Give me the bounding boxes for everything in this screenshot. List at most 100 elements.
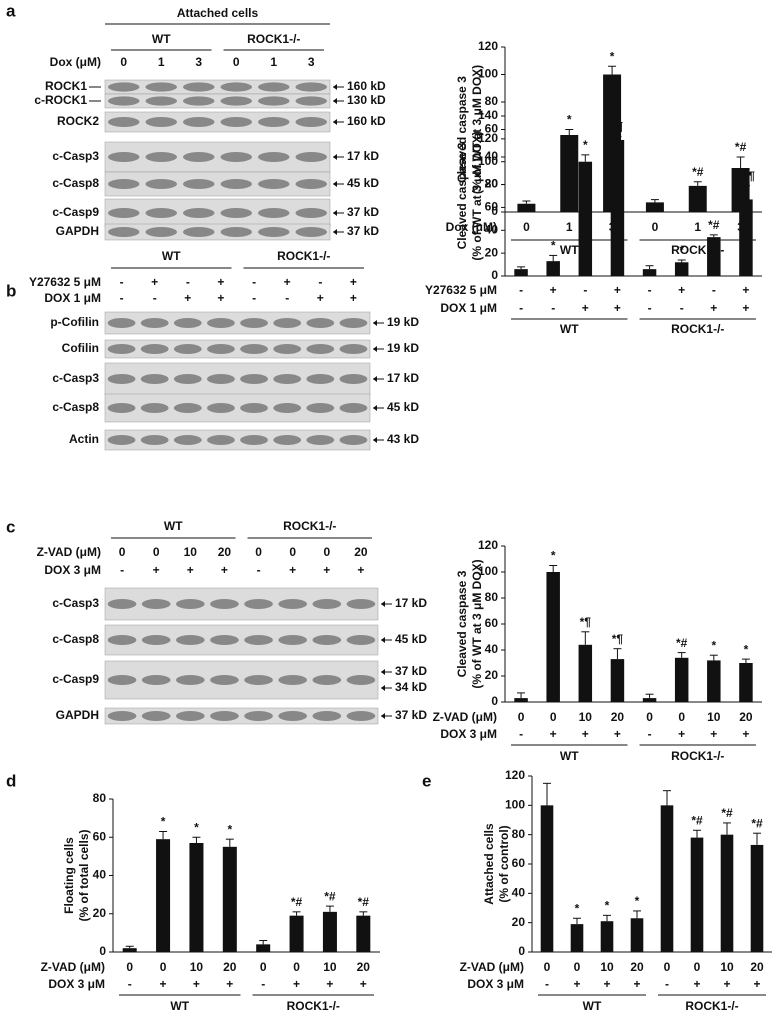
blot-band <box>183 96 215 106</box>
significance-mark: *¶ <box>612 120 624 134</box>
blot-band <box>278 711 308 721</box>
blot-band <box>141 711 171 721</box>
kd-arrow-head <box>333 98 337 104</box>
condition-value: - <box>583 283 587 297</box>
condition-value: 0 <box>544 960 551 974</box>
blot-band <box>339 344 368 354</box>
blot-band <box>220 117 252 127</box>
blot-strip <box>104 429 371 451</box>
blot-band <box>220 179 252 189</box>
bar <box>356 915 371 952</box>
significance-mark: *# <box>291 895 303 909</box>
blot-band <box>107 403 136 413</box>
group-label: WT <box>583 999 602 1013</box>
y-tick-label: 40 <box>485 149 499 163</box>
condition-value: + <box>323 563 330 577</box>
bar <box>645 202 664 212</box>
bar <box>600 921 614 952</box>
row-label: c-Casp3 <box>52 371 99 385</box>
condition-value: + <box>678 727 685 741</box>
condition-value: - <box>519 301 523 315</box>
condition-value: 1 <box>158 55 165 69</box>
bar <box>739 199 753 276</box>
condition-value: 0 <box>518 710 525 724</box>
condition-label: DOX 3 μM <box>48 977 105 991</box>
bar <box>630 918 644 952</box>
blot-band <box>295 152 327 162</box>
significance-mark: * <box>575 901 580 915</box>
condition-value: 20 <box>611 710 625 724</box>
blot-strip <box>104 171 331 197</box>
significance-mark: * <box>583 138 588 152</box>
condition-value: 20 <box>354 545 368 559</box>
y-axis-label: Cleaved caspase 3 <box>455 142 469 249</box>
condition-value: 20 <box>739 710 753 724</box>
condition-value: - <box>665 977 669 991</box>
significance-mark: * <box>227 822 232 836</box>
y-axis-label: Floating cells <box>62 837 76 914</box>
condition-value: 20 <box>630 960 644 974</box>
blot-band <box>346 599 376 609</box>
y-tick-label: 80 <box>512 827 526 841</box>
blot-strip <box>104 141 331 173</box>
condition-value: 0 <box>678 710 685 724</box>
blot-band <box>278 635 308 645</box>
group-label: WT <box>164 519 183 533</box>
row-label: Cofilin <box>62 341 99 355</box>
blot-band <box>107 599 137 609</box>
blot-band <box>140 344 169 354</box>
kd-label: 160 kD <box>347 114 386 128</box>
y-tick-label: 100 <box>478 154 498 168</box>
condition-value: + <box>614 301 621 315</box>
condition-value: 10 <box>190 960 204 974</box>
condition-value: + <box>603 977 610 991</box>
condition-value: - <box>648 727 652 741</box>
blot-band <box>145 96 177 106</box>
condition-value: 20 <box>750 960 764 974</box>
significance-mark: *# <box>692 165 704 179</box>
bar <box>720 834 734 952</box>
group-label: WT <box>162 249 181 263</box>
bar <box>688 185 707 212</box>
blot-band <box>210 711 239 721</box>
condition-value: + <box>550 283 557 297</box>
condition-value: - <box>712 283 716 297</box>
kd-arrow-head <box>381 601 385 607</box>
blot-strip <box>104 311 371 335</box>
y-tick-label: 0 <box>491 268 498 282</box>
blot-band <box>306 374 335 384</box>
condition-value: 0 <box>255 545 262 559</box>
significance-mark: * <box>744 642 749 656</box>
group-label: ROCK1-/- <box>277 249 330 263</box>
bar <box>560 135 579 212</box>
blot-band <box>108 82 140 92</box>
bar <box>256 944 271 952</box>
condition-value: + <box>360 977 367 991</box>
kd-arrow-head <box>381 713 385 719</box>
condition-label: Z-VAD (μM) <box>433 710 497 724</box>
blot-band <box>140 318 169 328</box>
blot-band <box>107 344 136 354</box>
blot-band <box>295 117 327 127</box>
y-tick-label: 80 <box>485 590 499 604</box>
condition-value: + <box>723 977 730 991</box>
y-tick-label: 20 <box>93 906 107 920</box>
group-label: WT <box>560 322 579 336</box>
blot-band <box>183 227 215 237</box>
condition-value: - <box>128 977 132 991</box>
blot-band <box>175 675 205 685</box>
blot-band <box>306 435 335 445</box>
group-label: ROCK1-/- <box>685 999 738 1013</box>
blot-band <box>141 675 171 685</box>
condition-value: + <box>350 291 357 305</box>
blot-band <box>258 179 290 189</box>
y-tick-label: 120 <box>478 131 498 145</box>
blot-band <box>108 96 140 106</box>
kd-label: 17 kD <box>347 149 379 163</box>
blot-band <box>244 635 273 645</box>
condition-value: + <box>550 727 557 741</box>
blot-band <box>244 675 273 685</box>
kd-arrow-head <box>381 669 385 675</box>
group-label: WT <box>560 749 579 763</box>
